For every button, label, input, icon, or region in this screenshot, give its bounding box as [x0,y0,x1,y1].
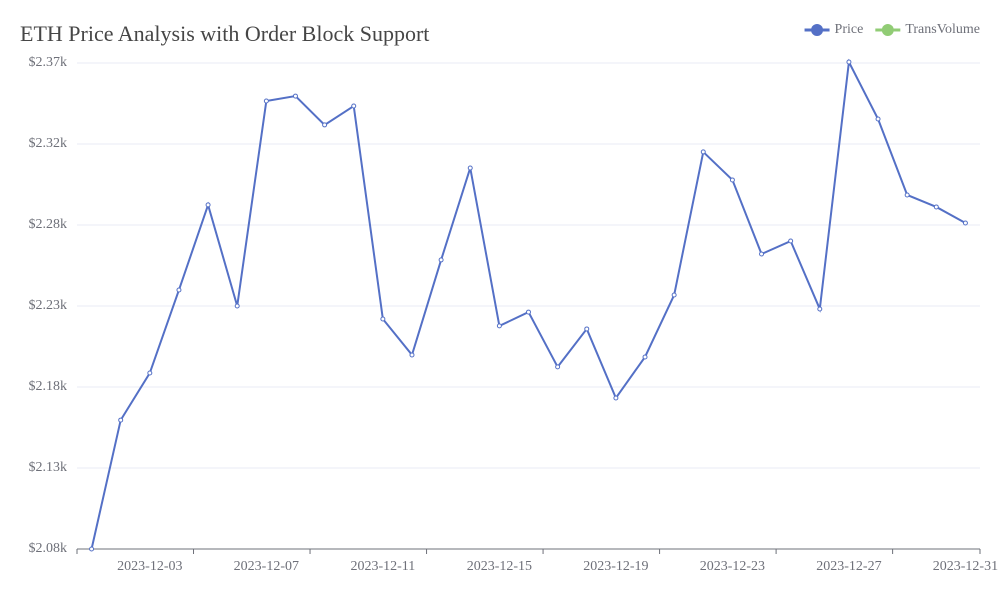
chart-title: ETH Price Analysis with Order Block Supp… [20,21,429,46]
x-tick-label: 2023-12-03 [117,559,182,574]
point [467,165,473,171]
point [671,292,677,298]
x-tick-label: 2023-12-07 [234,559,299,574]
x-tick-label: 2023-12-23 [700,559,765,574]
y-tick-label: $2.08k [29,541,68,556]
point [904,192,910,198]
x-tick-label: 2023-12-27 [816,559,881,574]
x-tick-label: 2023-12-19 [583,559,648,574]
point [292,93,298,99]
point [263,98,269,104]
legend-label[interactable]: Price [835,22,864,37]
point [496,323,502,329]
point [875,116,881,122]
x-tick-label: 2023-12-11 [350,559,415,574]
y-tick-label: $2.23k [29,298,68,313]
point [351,103,357,109]
point [817,306,823,312]
y-tick-label: $2.37k [29,55,68,70]
point [234,303,240,309]
y-tick-label: $2.32k [29,136,68,151]
line [90,58,966,550]
point [118,417,124,423]
y-tick-label: $2.13k [29,460,68,475]
point [933,204,939,210]
point [729,177,735,183]
x-tick-label: 2023-12-15 [467,559,532,574]
point [322,122,328,128]
y-tick-label: $2.18k [29,379,68,394]
x-tick-label: 2023-12-31 [933,559,998,574]
point [642,354,648,360]
point [788,238,794,244]
point [700,149,706,155]
point [759,251,765,257]
point [380,316,386,322]
point [438,257,444,263]
legend-swatch-dot [811,24,824,36]
y-tick-label: $2.28k [29,217,68,232]
point [555,364,561,370]
point [147,370,153,376]
point [846,59,852,65]
point [409,352,415,358]
point [526,309,531,315]
legend-swatch-dot [881,24,894,36]
point [613,395,619,401]
point [962,220,968,226]
point [205,202,211,208]
point [176,287,182,293]
point [89,546,95,552]
point [584,326,590,332]
legend-label[interactable]: TransVolume [905,22,980,37]
